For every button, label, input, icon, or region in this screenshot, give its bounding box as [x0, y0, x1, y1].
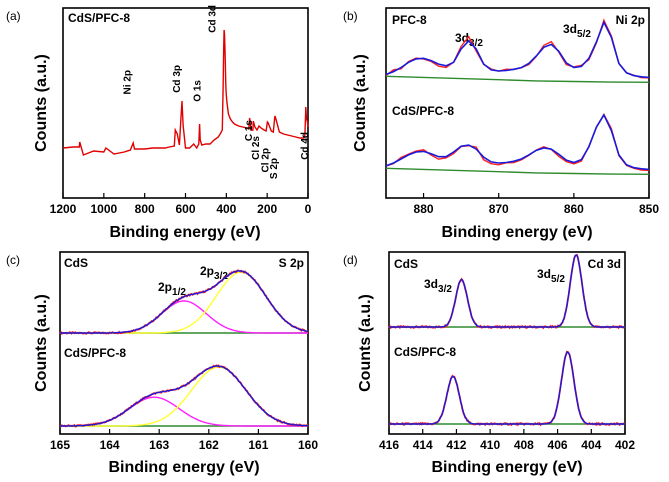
panel-a-x-tick-label: 600 [175, 202, 195, 216]
panel-c-x-tick-label: 163 [149, 438, 169, 452]
panel-a: (a) CdS/PFC-8 1200 1000 800 600 400 200 0 Ni 2… [6, 5, 312, 241]
panel-c-y-axis-label: Counts (a.u.) [33, 294, 50, 392]
panel-c-x-ticks: 165 164 163 162 161 160 [50, 429, 318, 452]
panel-c-cds-pfc8-raw-line [59, 364, 309, 428]
panel-a-peak-label: C 1s [244, 120, 255, 142]
panel-a-survey-line [62, 29, 309, 156]
panel-c-cds-pfc8-fit-line [60, 365, 308, 427]
panel-a-y-axis-label: Counts (a.u.) [33, 54, 50, 152]
panel-a-tag: (a) [6, 9, 21, 23]
panel-b-peak-label-3d32: 3d3/2 [455, 31, 483, 49]
panel-b-x-tick-label: 880 [414, 202, 434, 216]
panel-d-x-axis-label: Binding energy (eV) [431, 459, 582, 476]
panel-d-corner-label: Cd 3d [588, 257, 621, 271]
panel-d-x-tick-label: 402 [615, 438, 635, 452]
panel-a-peak-label: Cl 2p [260, 148, 271, 172]
panel-b-subplot-label-bottom: CdS/PFC-8 [392, 104, 454, 118]
panel-d-y-axis-label: Counts (a.u.) [357, 294, 374, 392]
panel-d-x-tick-label: 406 [548, 438, 568, 452]
panel-c-subplot-label-top: CdS [64, 256, 88, 270]
panel-d-subplot-label-bottom: CdS/PFC-8 [394, 345, 456, 359]
panel-b-x-tick-label: 870 [489, 202, 509, 216]
panel-d-subplot-label-top: CdS [394, 257, 418, 271]
panel-d-peak-label-3d32: 3d3/2 [424, 277, 452, 295]
panel-c-x-tick-label: 160 [298, 438, 318, 452]
panel-b: (b) PFC-8 CdS/PFC-8 Ni 2p 3d3/2 3d5/2 88… [343, 7, 659, 241]
panel-c-x-tick-label: 162 [199, 438, 219, 452]
panel-b-y-axis-label: Counts (a.u.) [352, 54, 369, 152]
panel-c: (c) CdS CdS/PFC-8 S 2p 2p1/2 2p3/2 165 16… [6, 251, 318, 476]
panel-d-peak-label-3d52: 3d5/2 [537, 267, 565, 285]
panel-c-tag: (c) [6, 253, 20, 267]
panel-b-subplot-label-top: PFC-8 [392, 13, 427, 27]
panel-d-cds-pfc8-fit-line [389, 351, 625, 425]
panel-b-plot-area [385, 18, 650, 175]
panel-d-x-tick-label: 412 [446, 438, 466, 452]
panel-a-sample-label: CdS/PFC-8 [68, 11, 130, 25]
panel-c-cds-raw-line [59, 269, 309, 336]
panel-a-x-tick-label: 1000 [90, 202, 117, 216]
panel-b-cds-pfc8-raw-line [385, 113, 650, 172]
panel-c-peak-label-2p12: 2p1/2 [158, 280, 186, 298]
panel-c-cds-pfc8-component-2p12-line [60, 396, 308, 427]
panel-b-x-axis-label: Binding energy (eV) [441, 224, 592, 241]
panel-b-pfc8-fit-line [385, 20, 650, 79]
panel-a-x-ticks: 1200 1000 800 600 400 200 0 [50, 193, 312, 216]
panel-d-x-tick-label: 410 [480, 438, 500, 452]
panel-c-plot-area [59, 269, 309, 428]
panel-b-pfc8-background-line [385, 75, 650, 83]
panel-a-peak-label: Cd 4d [300, 132, 311, 160]
panel-c-x-axis-label: Binding energy (eV) [108, 459, 259, 476]
panel-d-frame [388, 251, 626, 435]
panel-c-subplot-label-bottom: CdS/PFC-8 [64, 346, 126, 360]
panel-c-x-tick-label: 164 [100, 438, 120, 452]
panel-c-frame [59, 251, 309, 435]
panel-a-peak-label: Cd 3d [207, 5, 218, 33]
panel-c-corner-label: S 2p [279, 256, 304, 270]
panel-a-peak-label: S 2p [269, 158, 280, 179]
panel-d-x-tick-label: 414 [413, 438, 433, 452]
panel-d-x-ticks: 416 414 412 410 408 406 404 402 [379, 429, 635, 452]
panel-b-frame [385, 7, 650, 199]
panel-d-cds-pfc8-raw-line [388, 350, 626, 427]
panel-a-peak-label: O 1s [193, 80, 204, 102]
panel-a-x-tick-label: 1200 [50, 202, 77, 216]
panel-d-tag: (d) [343, 253, 358, 267]
panel-b-x-ticks: 880 870 860 850 [414, 193, 659, 216]
panel-c-cds-fit-line [60, 270, 309, 334]
panel-a-x-tick-label: 0 [305, 202, 312, 216]
panel-b-cds-pfc8-fit-line [385, 113, 650, 171]
panel-a-x-tick-label: 200 [257, 202, 277, 216]
panel-b-x-tick-label: 850 [639, 202, 659, 216]
panel-b-tag: (b) [343, 9, 358, 23]
panel-a-peak-label: Ni 2p [122, 70, 133, 94]
panel-b-cds-pfc8-background-line [385, 167, 650, 175]
panel-a-x-axis-label: Binding energy (eV) [109, 224, 260, 241]
panel-b-x-tick-label: 860 [564, 202, 584, 216]
panel-a-peak-label: Cd 3p [172, 65, 183, 93]
panel-a-x-tick-label: 800 [135, 202, 155, 216]
panel-d-plot-area [388, 253, 626, 427]
panel-d-cds-fit-line [389, 254, 625, 328]
panel-b-peak-label-3d52: 3d5/2 [563, 22, 591, 40]
panel-d-x-tick-label: 408 [514, 438, 534, 452]
panel-d-x-tick-label: 416 [379, 438, 399, 452]
panel-a-plot-area [62, 29, 309, 156]
panel-a-x-tick-label: 400 [216, 202, 236, 216]
panel-b-corner-label: Ni 2p [616, 13, 645, 27]
panel-a-peak-label: Cl 2s [251, 136, 262, 160]
panel-c-x-tick-label: 165 [50, 438, 70, 452]
panel-d: (d) CdS CdS/PFC-8 Cd 3d 3d3/2 3d5/2 416 4… [343, 251, 635, 476]
panel-c-x-tick-label: 161 [248, 438, 268, 452]
panel-d-x-tick-label: 404 [581, 438, 601, 452]
